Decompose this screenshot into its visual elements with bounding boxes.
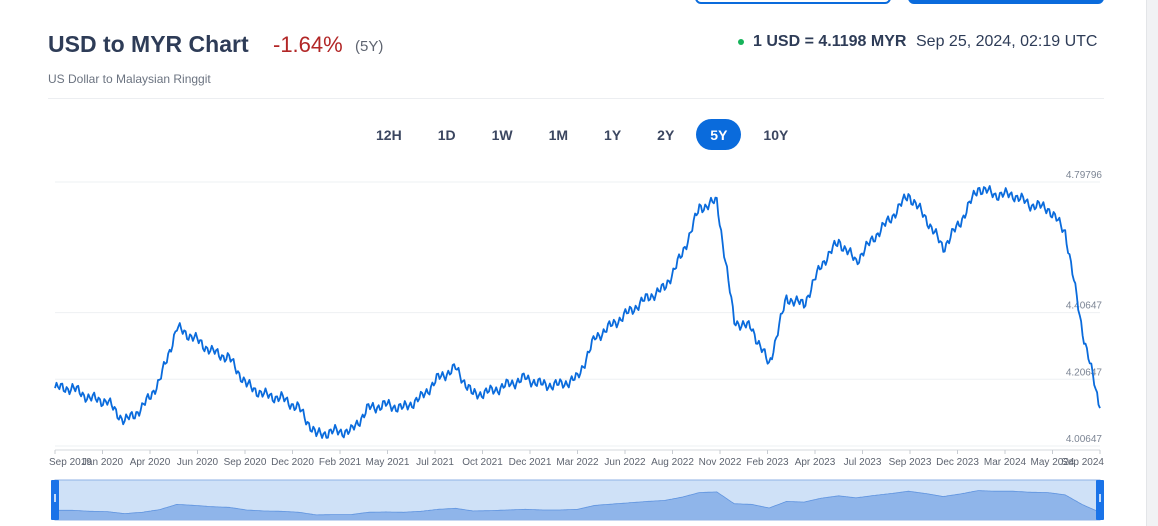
rate-line-chart[interactable]: 4.79796 4.40647 4.20647 4.00647 Sep 2019Jan …	[0, 160, 1146, 526]
x-tick-label: May 2021	[366, 457, 410, 468]
x-tick-label: Aug 2022	[651, 457, 694, 468]
top-outline-button[interactable]	[695, 0, 891, 4]
x-tick-label: Jun 2022	[604, 457, 646, 468]
tab-2y[interactable]: 2Y	[657, 126, 675, 143]
x-tick-label: Mar 2022	[556, 457, 599, 468]
x-tick-label: Sep 2023	[889, 457, 932, 468]
x-tick-label: Jun 2020	[177, 457, 219, 468]
navigator-area	[54, 490, 1101, 521]
tab-1m[interactable]: 1M	[548, 126, 569, 143]
header-divider	[48, 98, 1104, 99]
change-percent: -1.64%	[273, 32, 343, 57]
x-tick-label: Sep 2020	[224, 457, 267, 468]
live-dot-icon	[738, 39, 744, 45]
tab-1w[interactable]: 1W	[491, 126, 513, 143]
x-tick-label: Jul 2021	[416, 457, 454, 468]
x-tick-label: Feb 2023	[746, 457, 789, 468]
x-tick-label: Mar 2024	[984, 457, 1027, 468]
change-period: (5Y)	[355, 38, 384, 55]
y-tick-label: 4.20647	[1066, 367, 1103, 378]
x-tick-label: Dec 2021	[509, 457, 552, 468]
top-primary-button[interactable]	[908, 0, 1104, 4]
rate-timestamp: Sep 25, 2024, 02:19 UTC	[916, 33, 1098, 50]
tab-12h[interactable]: 12H	[376, 126, 402, 143]
tab-1y[interactable]: 1Y	[604, 126, 622, 143]
current-rate: 1 USD = 4.1198 MYR	[753, 33, 907, 50]
page-scroll-edge	[1146, 0, 1158, 526]
y-tick-label: 4.40647	[1066, 301, 1103, 312]
pair-subtitle: US Dollar to Malaysian Ringgit	[48, 72, 211, 86]
series-line	[54, 185, 1101, 439]
tab-5y[interactable]: 5Y	[696, 119, 742, 150]
x-tick-label: Apr 2023	[795, 457, 836, 468]
x-tick-label: Dec 2020	[271, 457, 314, 468]
range-tabs: 12H 1D 1W 1M 1Y 2Y 5Y 10Y	[362, 119, 802, 151]
x-tick-label: Apr 2020	[130, 457, 171, 468]
x-tick-label: Feb 2021	[319, 457, 362, 468]
tab-10y[interactable]: 10Y	[763, 126, 789, 143]
x-tick-label: Jan 2020	[82, 457, 124, 468]
x-tick-label: Dec 2023	[936, 457, 979, 468]
x-tick-label: Nov 2022	[699, 457, 742, 468]
x-tick-label: Sep 2019	[49, 457, 92, 468]
x-tick-label: Jul 2023	[844, 457, 882, 468]
x-tick-label: Sep 2024	[1061, 457, 1104, 468]
y-tick-label: 4.79796	[1066, 170, 1103, 181]
x-tick-label: Oct 2021	[462, 457, 503, 468]
tab-1d[interactable]: 1D	[437, 126, 456, 143]
y-tick-label: 4.00647	[1066, 434, 1103, 445]
x-tick-label: May 2024	[1031, 457, 1075, 468]
page-title: USD to MYR Chart	[48, 31, 249, 57]
